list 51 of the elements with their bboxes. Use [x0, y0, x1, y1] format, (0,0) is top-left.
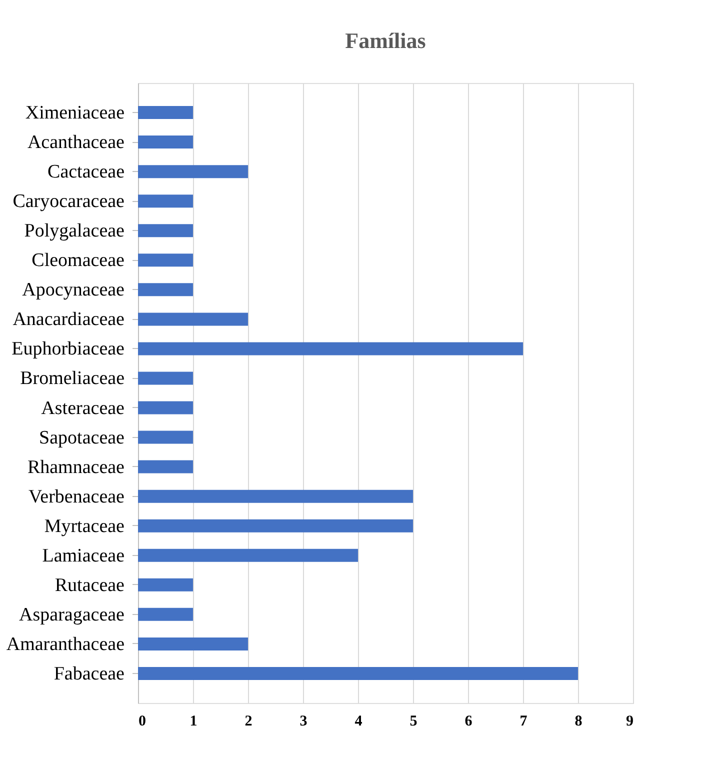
- bar: [138, 224, 193, 238]
- y-tick-label: Apocynaceae: [22, 280, 124, 301]
- y-tick-label: Rhamnaceae: [27, 456, 124, 478]
- y-tick-label: Caryocaraceae: [12, 191, 124, 212]
- x-tick-label: 8: [574, 714, 582, 730]
- x-tick-label: 4: [354, 714, 363, 730]
- x-tick-label: 1: [190, 714, 198, 730]
- bar: [138, 637, 248, 650]
- bar: [138, 136, 193, 149]
- bar: [138, 372, 193, 385]
- bar: [138, 608, 193, 621]
- bar: [138, 460, 193, 474]
- y-tick-label: Sapotaceae: [39, 427, 124, 448]
- x-tick-label: 2: [244, 714, 252, 730]
- y-tick-label: Bromeliaceae: [20, 368, 124, 390]
- bar: [138, 666, 578, 680]
- bar: [138, 312, 248, 326]
- bar: [138, 490, 413, 503]
- y-tick-label: Euphorbiaceae: [12, 338, 124, 360]
- bar: [138, 194, 193, 208]
- y-tick-label: Asparagaceae: [19, 604, 124, 626]
- y-tick-label: Polygalaceae: [24, 220, 124, 242]
- y-tick-label: Acanthaceae: [27, 132, 124, 154]
- bar: [138, 519, 413, 532]
- y-tick-label: Fabaceae: [54, 663, 124, 684]
- x-tick-label: 0: [138, 714, 146, 730]
- y-tick-label: Amaranthaceae: [6, 634, 124, 655]
- y-tick-label: Cactaceae: [48, 162, 124, 183]
- x-tick-label: 3: [300, 714, 308, 730]
- bar: [138, 548, 358, 562]
- bar: [138, 578, 193, 592]
- bar: [138, 430, 193, 444]
- y-tick-label: Ximeniaceae: [25, 102, 124, 124]
- bar: [138, 106, 193, 120]
- bar: [138, 401, 193, 414]
- x-tick-label: 5: [410, 714, 418, 730]
- y-tick-label: Myrtaceae: [44, 516, 124, 537]
- bar: [138, 342, 523, 356]
- bar: [138, 254, 193, 267]
- bar: [138, 165, 248, 178]
- y-tick-label: Anacardiaceae: [12, 309, 124, 330]
- x-tick-label: 9: [626, 714, 634, 730]
- x-tick-label: 7: [520, 714, 528, 730]
- y-tick-label: Cleomaceae: [32, 250, 124, 272]
- chart-title: Famílias: [345, 28, 426, 53]
- x-tick-label: 6: [464, 714, 473, 730]
- y-tick-label: Asteraceae: [41, 398, 124, 419]
- y-tick-label: Lamiaceae: [42, 545, 124, 566]
- bar: [138, 283, 193, 296]
- y-tick-label: Verbenaceae: [28, 486, 124, 508]
- y-tick-label: Rutaceae: [54, 574, 124, 596]
